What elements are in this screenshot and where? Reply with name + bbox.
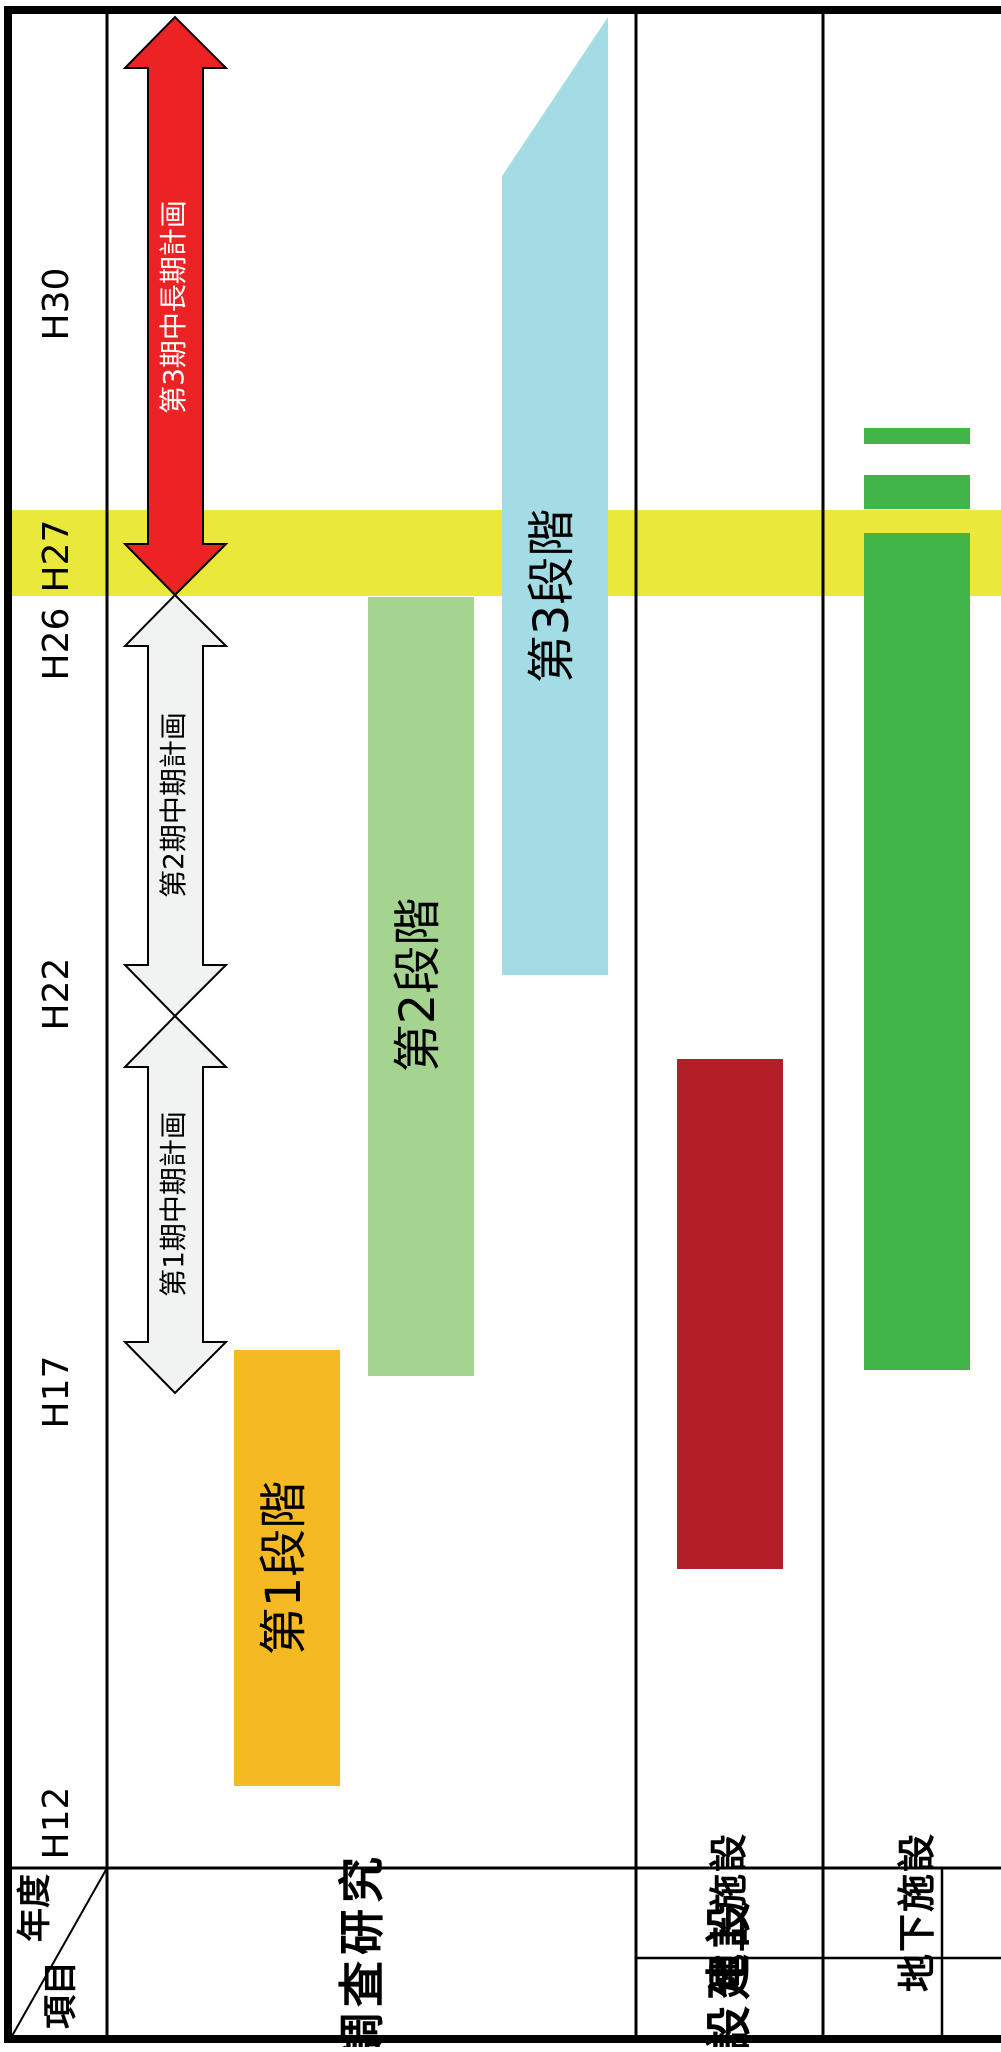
phase-bar-2 bbox=[368, 597, 474, 1376]
header-item-label: 項目 bbox=[41, 1961, 81, 2029]
underground-facility-bar bbox=[864, 578, 970, 1370]
surface-facility-bar bbox=[677, 1059, 783, 1569]
phase-bar-3 bbox=[502, 17, 608, 975]
plan-label-1: 第1期中期計画 bbox=[157, 1111, 190, 1297]
phase-bar-1 bbox=[234, 1350, 340, 1786]
plan-arrow-3 bbox=[122, 15, 229, 597]
phase-label-2: 第2段階 bbox=[390, 898, 446, 1073]
row-header-research: 調査研究 bbox=[335, 1851, 389, 2047]
plan-label-2: 第2期中期計画 bbox=[157, 712, 190, 898]
phase-label-3: 第3段階 bbox=[524, 509, 580, 684]
underground-facility-segment-2 bbox=[864, 475, 970, 509]
year-labels: H12 H17 H22 H26 H27 H30 bbox=[36, 268, 77, 1860]
year-label-h12: H12 bbox=[36, 1787, 77, 1860]
row-header-facilities: 施設建設 bbox=[702, 1896, 756, 2047]
plan-label-3: 第3期中長期計画 bbox=[157, 200, 190, 414]
header-year-label: 年度 bbox=[15, 1874, 55, 1942]
underground-facility-segment-1 bbox=[864, 533, 970, 578]
row-header-underground: 地下施設 bbox=[895, 1832, 939, 1992]
year-label-h26: H26 bbox=[36, 608, 77, 681]
year-label-h30: H30 bbox=[36, 268, 77, 341]
corner-diagonal bbox=[11, 1867, 108, 2037]
outer-border bbox=[4, 6, 1001, 2043]
year-label-h27: H27 bbox=[36, 520, 77, 593]
row-header-surface: 地上施設 bbox=[707, 1832, 751, 1992]
underground-facility-segment-3 bbox=[864, 428, 970, 444]
year-label-h17: H17 bbox=[36, 1356, 77, 1429]
year-label-h22: H22 bbox=[36, 958, 77, 1031]
phase-label-1: 第1段階 bbox=[256, 1481, 312, 1656]
